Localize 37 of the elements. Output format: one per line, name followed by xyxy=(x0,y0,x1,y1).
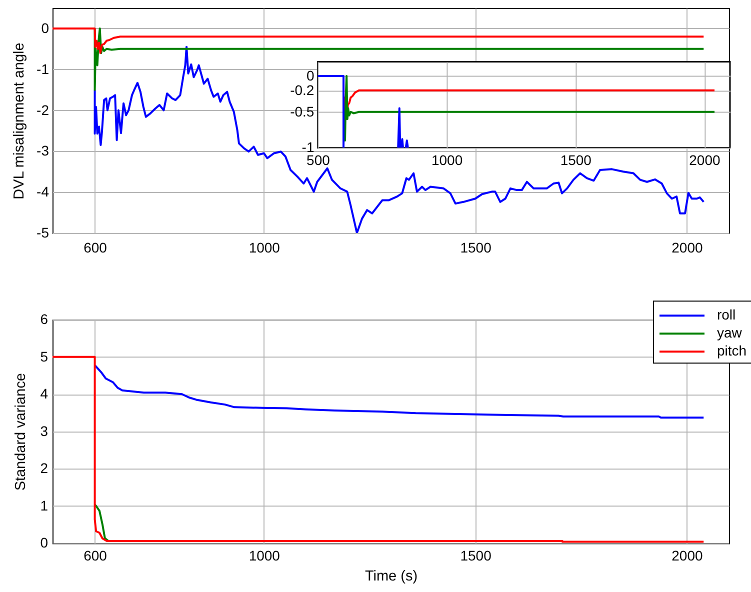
y-tick-label: 4 xyxy=(40,386,48,402)
y-tick-label: 3 xyxy=(40,422,48,439)
x-tick-label: 1500 xyxy=(460,240,492,256)
x-tick-label: 600 xyxy=(84,240,108,256)
y-tick-label: 6 xyxy=(40,311,48,328)
x-tick-label: 2000 xyxy=(672,240,703,256)
y-tick-label: 0 xyxy=(306,68,314,84)
x-tick-label: 2000 xyxy=(689,152,720,168)
legend-label: yaw xyxy=(716,324,743,341)
y-tick-label: -1 xyxy=(36,60,50,77)
x-tick-label: 1500 xyxy=(460,548,492,564)
line-series xyxy=(52,27,705,54)
x-tick-label: 600 xyxy=(84,548,108,564)
y-axis-title: DVL misalignment angle xyxy=(12,42,28,200)
y-tick-label: 1 xyxy=(40,497,48,514)
x-tick-label: 2000 xyxy=(672,548,703,564)
y-tick-label: 0 xyxy=(40,534,48,551)
y-tick-label: -3 xyxy=(36,142,50,159)
y-tick-label: 5 xyxy=(40,348,48,364)
x-tick-label: 1000 xyxy=(431,152,463,168)
y-tick-label: -0.5 xyxy=(290,103,314,120)
y-tick-label: -0.2 xyxy=(290,82,314,98)
x-tick-label: 1500 xyxy=(560,152,592,168)
legend-label: roll xyxy=(716,306,736,323)
legend-label: pitch xyxy=(716,342,747,359)
line-series xyxy=(52,356,705,543)
x-axis-title: Time (s) xyxy=(364,568,418,585)
line-series xyxy=(94,504,110,542)
y-tick-label: -2 xyxy=(36,102,50,118)
y-tick-label: 2 xyxy=(40,460,48,476)
x-tick-label: 1000 xyxy=(248,548,280,564)
line-series xyxy=(94,364,705,419)
y-tick-label: -5 xyxy=(36,224,50,240)
x-tick-label: 1000 xyxy=(248,240,280,256)
y-tick-label: -4 xyxy=(36,184,50,200)
y-tick-label: 0 xyxy=(41,20,50,36)
y-axis-title: Standard variance xyxy=(13,373,30,491)
